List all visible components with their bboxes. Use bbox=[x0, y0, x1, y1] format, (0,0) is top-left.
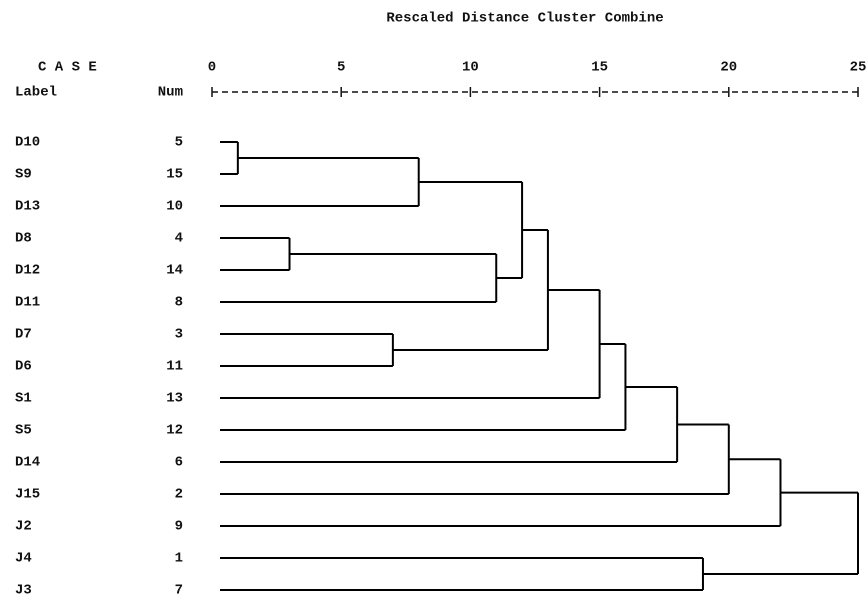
case-header: C A S E bbox=[38, 60, 97, 76]
case-label: D12 bbox=[15, 263, 40, 279]
x-tick-label: 0 bbox=[208, 60, 216, 76]
x-tick-label: 25 bbox=[850, 60, 867, 76]
case-label: S9 bbox=[15, 167, 32, 183]
case-label: D13 bbox=[15, 199, 40, 215]
case-label: D10 bbox=[15, 135, 40, 151]
case-label: S1 bbox=[15, 391, 32, 407]
case-label: D11 bbox=[15, 295, 40, 311]
case-label: D8 bbox=[15, 231, 32, 247]
case-num: 2 bbox=[175, 487, 183, 503]
chart-title: Rescaled Distance Cluster Combine bbox=[386, 11, 663, 27]
case-num: 5 bbox=[175, 135, 183, 151]
x-tick-label: 5 bbox=[337, 60, 345, 76]
case-label: J3 bbox=[15, 583, 32, 599]
case-num: 10 bbox=[166, 199, 183, 215]
x-tick-label: 10 bbox=[462, 60, 479, 76]
case-num: 12 bbox=[166, 423, 183, 439]
case-label: D7 bbox=[15, 327, 32, 343]
case-num: 1 bbox=[175, 551, 183, 567]
num-header: Num bbox=[158, 85, 183, 101]
case-num: 6 bbox=[175, 455, 183, 471]
case-num: 14 bbox=[166, 263, 183, 279]
case-label: J15 bbox=[15, 487, 40, 503]
case-label: D14 bbox=[15, 455, 40, 471]
case-label: J2 bbox=[15, 519, 32, 535]
case-num: 9 bbox=[175, 519, 183, 535]
label-header: Label bbox=[15, 85, 57, 101]
case-num: 15 bbox=[166, 167, 183, 183]
x-tick-label: 15 bbox=[591, 60, 608, 76]
case-label: D6 bbox=[15, 359, 32, 375]
case-num: 4 bbox=[175, 231, 183, 247]
case-label: S5 bbox=[15, 423, 32, 439]
x-tick-label: 20 bbox=[720, 60, 737, 76]
case-num: 13 bbox=[166, 391, 183, 407]
case-num: 7 bbox=[175, 583, 183, 599]
case-num: 8 bbox=[175, 295, 183, 311]
case-label: J4 bbox=[15, 551, 32, 567]
case-num: 11 bbox=[166, 359, 183, 375]
case-num: 3 bbox=[175, 327, 183, 343]
